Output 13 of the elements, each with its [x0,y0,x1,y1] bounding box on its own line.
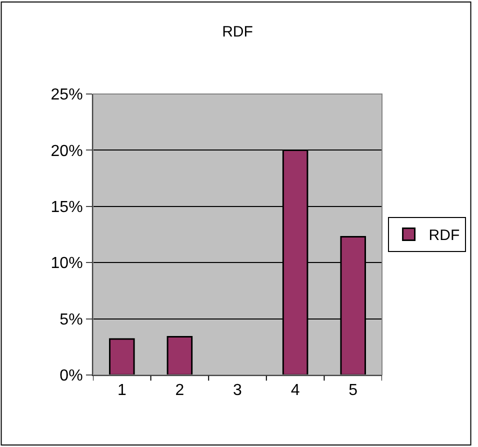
y-tick-label: 25% [50,86,83,104]
legend-label: RDF [428,227,460,244]
y-tick-label: 20% [50,142,83,160]
y-tick-label: 5% [60,311,83,328]
x-tick-label: 5 [348,382,358,400]
y-tick-label: 10% [50,255,83,272]
x-tick-label: 1 [117,382,126,400]
y-tick-label: 15% [50,199,83,216]
chart-title: RDF [222,24,253,41]
x-tick-label: 3 [233,382,242,400]
x-tick-label: 4 [290,382,300,400]
x-tick-label: 2 [175,382,184,400]
y-tick-label: 0% [60,368,83,385]
